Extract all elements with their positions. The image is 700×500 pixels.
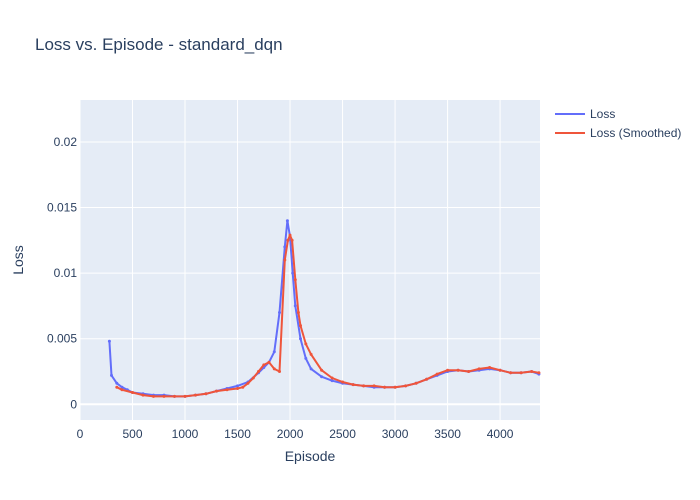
legend-label: Loss (Smoothed) <box>590 126 681 140</box>
loss-data-point <box>107 339 111 343</box>
x-tick-label: 3000 <box>382 427 409 441</box>
loss-smoothed-data-point <box>272 367 276 371</box>
loss-smoothed-data-point <box>296 311 300 314</box>
x-tick-label: 500 <box>122 427 142 441</box>
x-tick-label: 2000 <box>277 427 304 441</box>
loss-smoothed-data-point <box>251 376 255 380</box>
loss-smoothed-data-point <box>115 385 119 389</box>
loss-smoothed-data-point <box>162 394 166 398</box>
loss-smoothed-data-point <box>257 370 260 373</box>
loss-data-point <box>330 379 334 383</box>
x-tick-label: 3500 <box>434 427 461 441</box>
gridlines <box>79 100 540 420</box>
x-tick-label: 1500 <box>224 427 251 441</box>
x-tick-label: 4000 <box>487 427 514 441</box>
series-layer <box>107 219 541 398</box>
loss-data-point <box>278 311 281 314</box>
x-axis-title: Episode <box>285 448 336 464</box>
loss-data-point <box>285 219 289 223</box>
loss-data-point <box>120 385 124 389</box>
loss-data-point <box>320 375 324 379</box>
loss-smoothed-data-point <box>267 360 271 364</box>
loss-data-point <box>293 304 297 308</box>
loss-smoothed-data-point <box>530 370 534 373</box>
loss-smoothed-data-point <box>152 394 155 398</box>
loss-data-point <box>304 356 308 360</box>
y-tick-label: 0.005 <box>47 332 77 346</box>
loss-smoothed-data-point <box>141 393 145 397</box>
chart-title: Loss vs. Episode - standard_dqn <box>35 35 283 54</box>
x-tick-label: 0 <box>77 427 84 441</box>
loss-smoothed-data-point <box>446 368 450 372</box>
loss-smoothed-data-point <box>341 380 345 384</box>
loss-smoothed-data-point <box>304 342 308 346</box>
y-axis-title: Loss <box>10 245 26 275</box>
loss-smoothed-data-point <box>320 368 324 372</box>
loss-smoothed-data-point <box>290 238 294 242</box>
loss-data-point <box>272 350 276 354</box>
legend-item[interactable]: Loss (Smoothed) <box>555 126 681 140</box>
loss-smoothed-data-point <box>286 238 290 242</box>
loss-smoothed-data-point <box>477 367 481 371</box>
y-tick-label: 0.01 <box>54 266 78 280</box>
loss-smoothed-series-line <box>116 234 540 398</box>
loss-smoothed-data-point <box>467 370 471 373</box>
loss-smoothed-data-point <box>120 388 124 392</box>
y-tick-label: 0.02 <box>54 135 78 149</box>
loss-smoothed-data-point <box>215 389 218 393</box>
loss-smoothed-data-point <box>278 370 281 373</box>
loss-smoothed-data-point <box>241 385 245 389</box>
x-axis-ticks: 0 500 1000 1500 2000 2500 3000 3500 4000 <box>77 427 514 441</box>
loss-smoothed-data-point <box>262 363 266 367</box>
loss-smoothed-data-point <box>236 387 239 390</box>
loss-data-point <box>283 245 287 249</box>
legend[interactable]: Loss Loss (Smoothed) <box>555 107 681 140</box>
loss-smoothed-data-point <box>498 368 502 372</box>
loss-data-point <box>115 381 119 385</box>
loss-smoothed-data-point <box>372 384 376 388</box>
loss-smoothed-data-point <box>246 381 250 385</box>
loss-smoothed-data-point <box>288 233 292 237</box>
legend-item[interactable]: Loss <box>555 107 615 121</box>
loss-smoothed-data-point <box>351 383 355 387</box>
loss-data-point <box>309 367 313 371</box>
loss-smoothed-data-point <box>283 258 287 262</box>
loss-smoothed-data-point <box>330 376 334 380</box>
y-tick-label: 0.015 <box>47 201 77 215</box>
loss-smoothed-data-point <box>131 391 134 394</box>
loss-smoothed-data-point <box>456 368 460 372</box>
loss-smoothed-data-point <box>194 393 197 397</box>
loss-data-point <box>236 384 239 388</box>
loss-smoothed-data-point <box>173 394 176 398</box>
loss-smoothed-data-point <box>183 394 187 398</box>
loss-data-point <box>291 271 295 275</box>
loss-smoothed-data-point <box>488 366 492 369</box>
loss-smoothed-data-point <box>509 371 513 375</box>
loss-data-point <box>110 373 113 377</box>
x-tick-label: 2500 <box>329 427 356 441</box>
loss-smoothed-data-point <box>309 352 313 356</box>
loss-smoothed-data-point <box>519 371 523 375</box>
y-axis-ticks: 0 0.005 0.01 0.015 0.02 <box>47 135 77 411</box>
legend-label: Loss <box>590 107 615 121</box>
loss-smoothed-data-point <box>204 392 208 396</box>
loss-smoothed-data-point <box>362 384 366 388</box>
loss-smoothed-data-point <box>425 377 429 381</box>
loss-data-point <box>299 337 302 341</box>
loss-smoothed-data-point <box>435 372 439 376</box>
loss-smoothed-data-point <box>414 381 418 385</box>
y-tick-label: 0 <box>70 397 77 411</box>
loss-smoothed-data-point <box>404 384 408 388</box>
loss-smoothed-data-point <box>293 278 297 282</box>
loss-smoothed-data-point <box>537 371 541 375</box>
loss-smoothed-data-point <box>383 385 387 389</box>
loss-smoothed-data-point <box>393 385 397 389</box>
loss-smoothed-data-point <box>225 388 229 392</box>
x-tick-label: 1000 <box>172 427 199 441</box>
loss-smoothed-data-point <box>299 324 302 328</box>
